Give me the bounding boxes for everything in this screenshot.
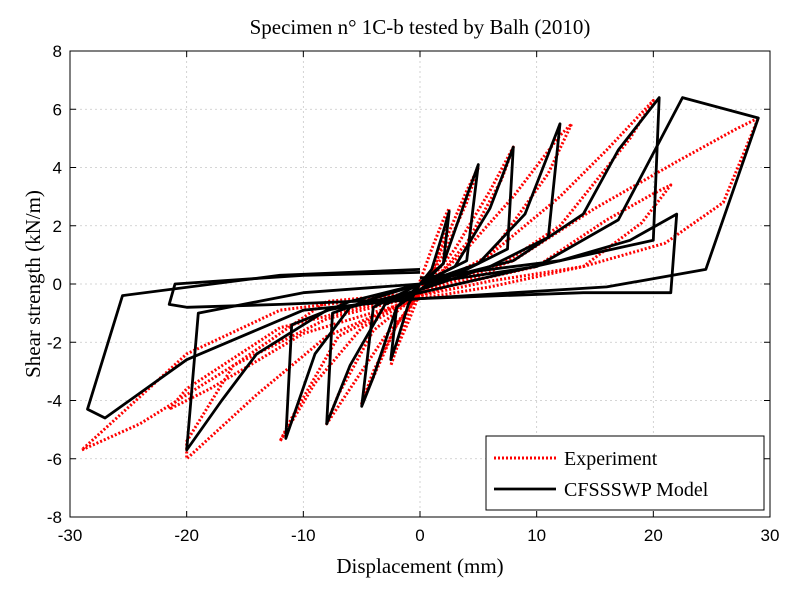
y-tick-label: 0 xyxy=(53,275,62,294)
hysteresis-loop xyxy=(185,96,661,452)
legend-label-experiment: Experiment xyxy=(564,448,658,470)
y-tick-label: -2 xyxy=(47,333,62,352)
x-tick-label: 10 xyxy=(527,526,546,545)
x-tick-label: -30 xyxy=(58,526,83,545)
x-tick-label: 30 xyxy=(761,526,780,545)
legend-label-cfssswp-model: CFSSSWP Model xyxy=(564,479,709,501)
x-axis-label: Displacement (mm) xyxy=(336,554,503,578)
plot-frame xyxy=(69,50,771,518)
legend-box xyxy=(485,435,765,511)
x-tick-label: -20 xyxy=(174,526,199,545)
y-tick-label: -4 xyxy=(47,392,62,411)
hysteresis-loop xyxy=(278,122,574,443)
x-tick-label: -10 xyxy=(291,526,316,545)
x-tick-label: 20 xyxy=(644,526,663,545)
y-tick-label: 8 xyxy=(53,42,62,61)
series-cfssswp-model xyxy=(86,96,760,452)
hysteresis-loop xyxy=(284,122,562,440)
y-tick-label: -6 xyxy=(47,450,62,469)
hysteresis-loop xyxy=(389,206,451,368)
hysteresis-loop xyxy=(80,116,760,452)
y-tick-label: 2 xyxy=(53,217,62,236)
y-tick-label: 4 xyxy=(53,159,62,178)
series-group xyxy=(80,96,760,461)
y-tick-label: 6 xyxy=(53,100,62,119)
hysteresis-loop xyxy=(185,99,655,461)
hysteresis-loop xyxy=(167,212,679,309)
y-axis-label: Shear strength (kN/m) xyxy=(21,190,45,378)
x-tick-label: 0 xyxy=(415,526,424,545)
legend: Experiment CFSSSWP Model xyxy=(485,435,765,511)
chart-title: Specimen n° 1C-b tested by Balh (2010) xyxy=(250,15,591,39)
hysteresis-loop xyxy=(86,96,760,420)
y-tick-label: -8 xyxy=(47,508,62,527)
